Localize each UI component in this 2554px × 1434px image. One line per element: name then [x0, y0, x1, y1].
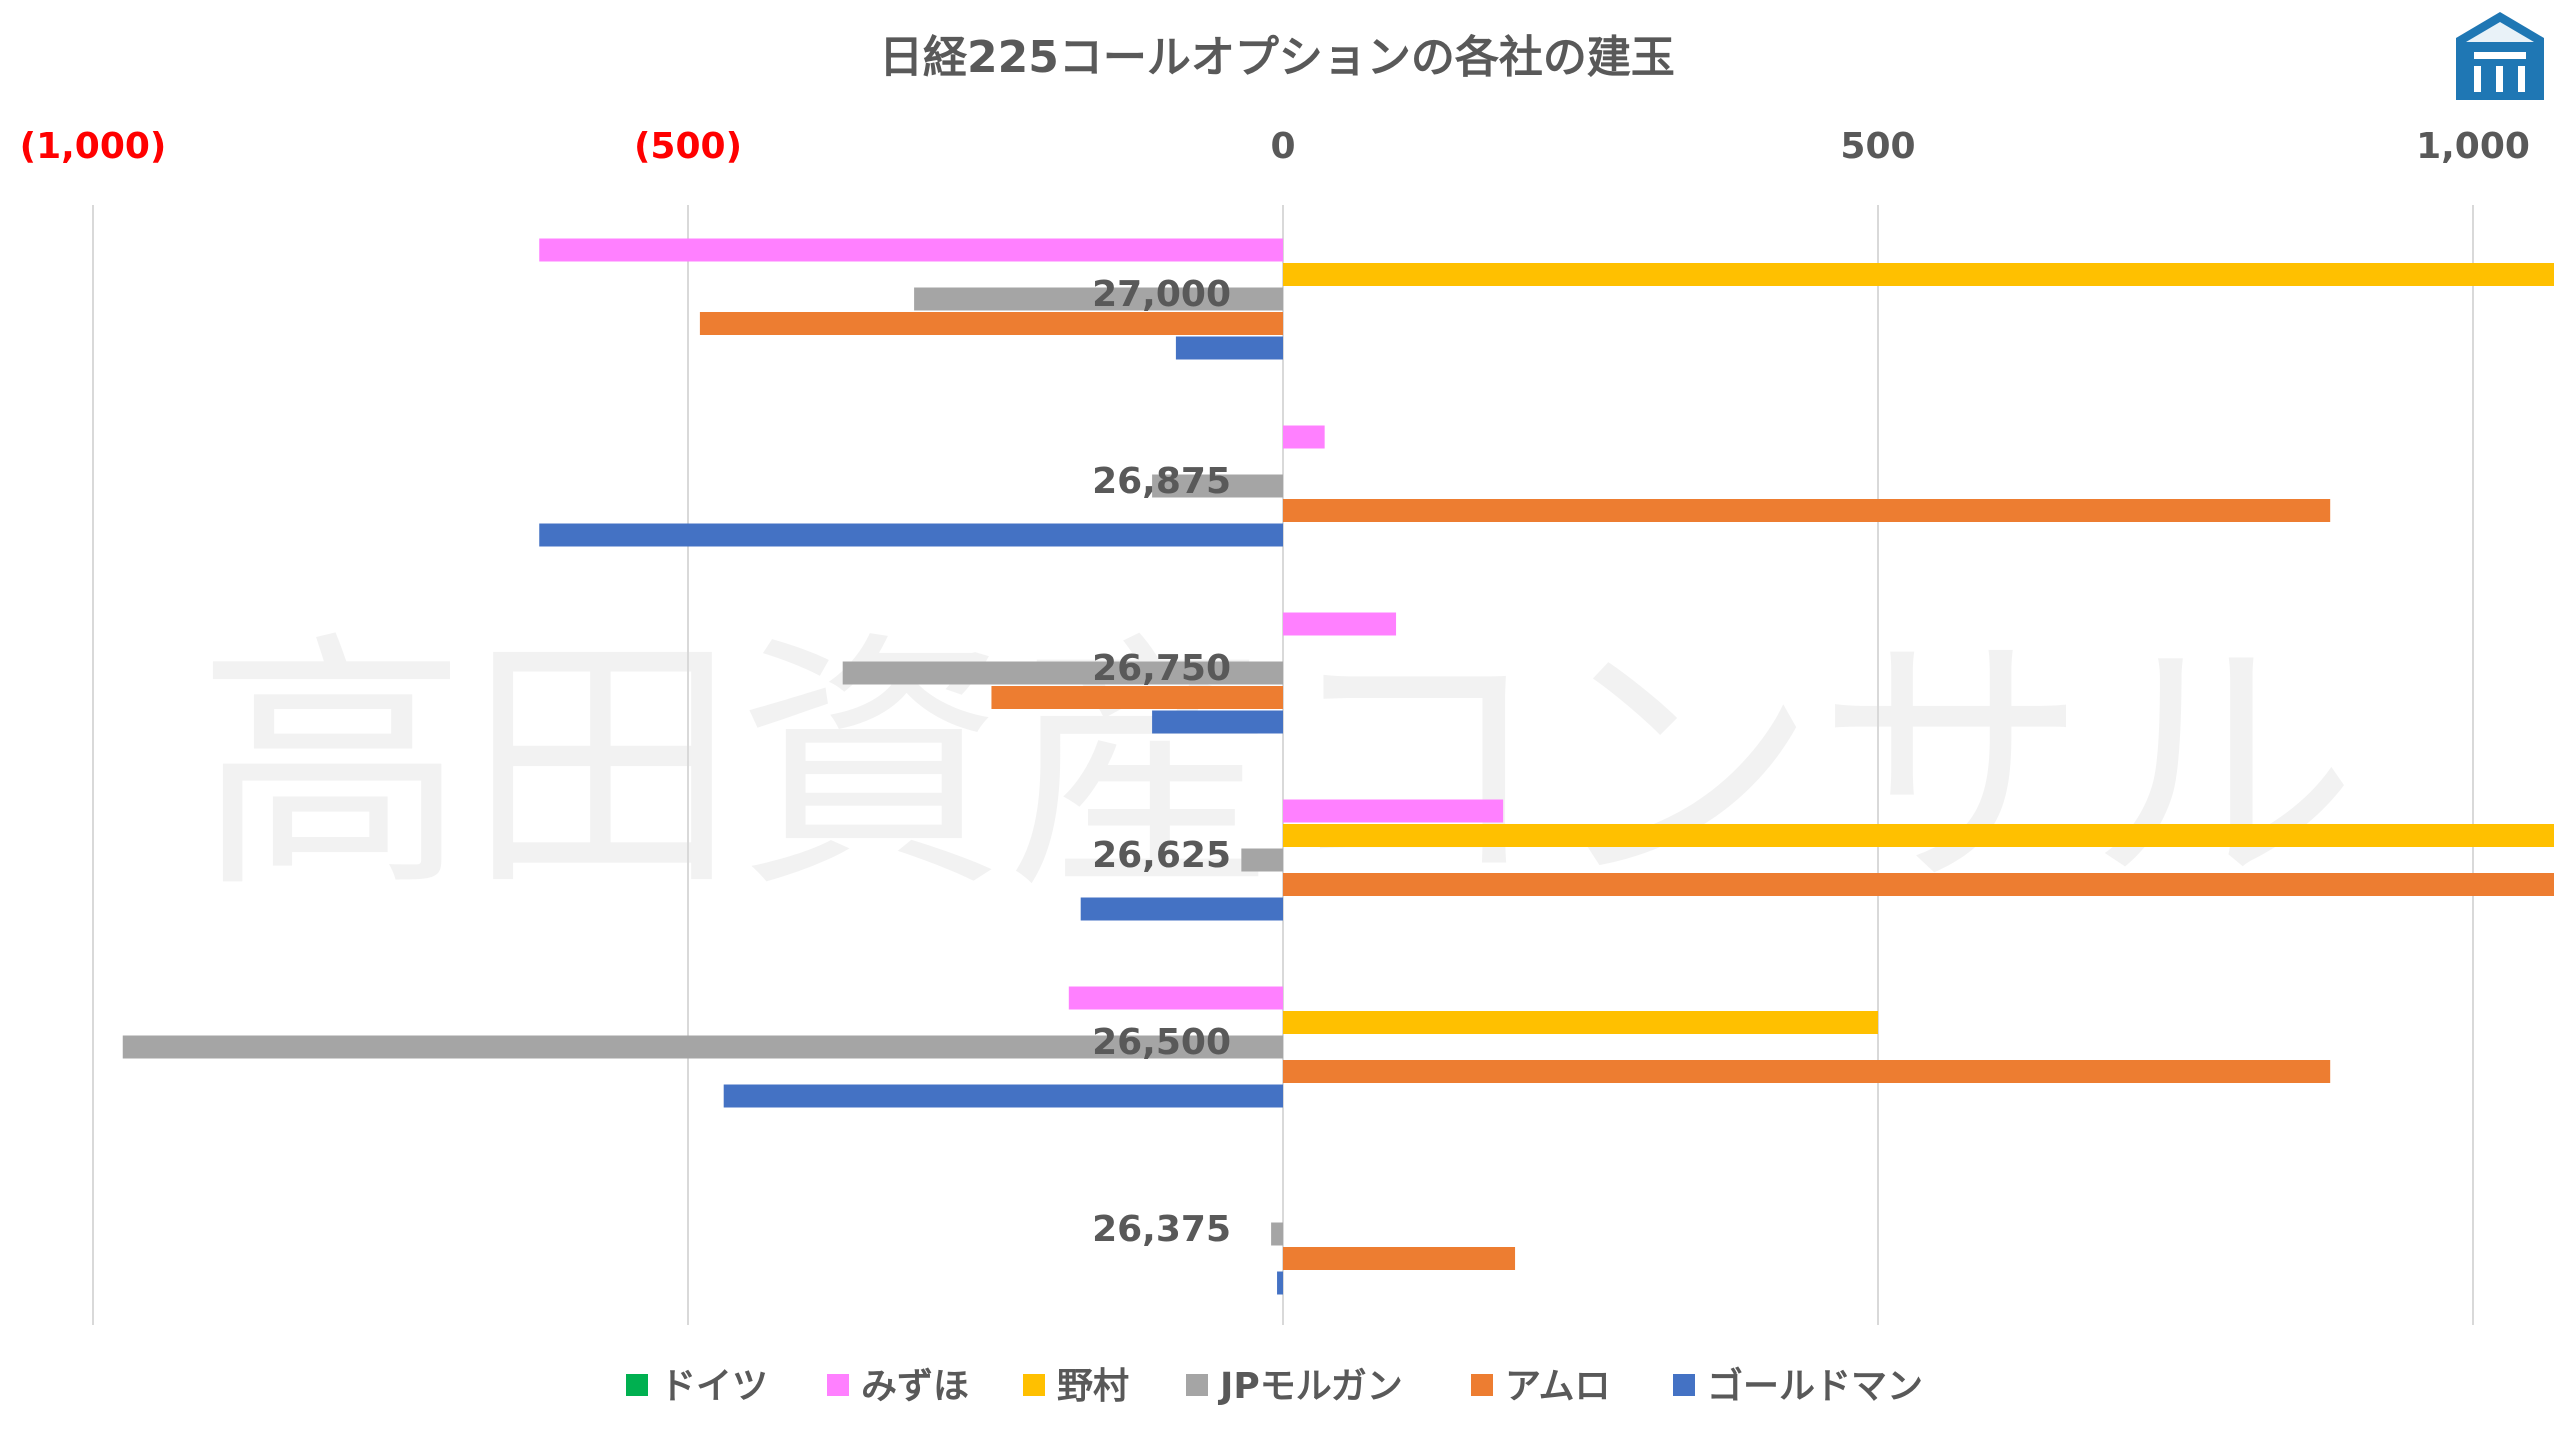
legend-swatch: [1186, 1374, 1208, 1396]
legend-label: 野村: [1057, 1366, 1129, 1407]
chart-title: 日経225コールオプションの各社の建玉: [879, 32, 1675, 83]
category-label: 26,875: [1092, 461, 1231, 502]
legend-label: ゴールドマン: [1707, 1365, 1923, 1407]
bar: [699, 312, 1283, 335]
x-tick-label: 500: [1840, 126, 1915, 167]
x-tick-label: 0: [1270, 126, 1295, 167]
tick-layer: (2,000)(1,500)(1,000)(500)05001,0001,500…: [20, 126, 2530, 167]
category-label: 26,750: [1092, 648, 1231, 689]
bar: [539, 238, 1283, 262]
bar: [914, 287, 1283, 311]
bar: [1283, 612, 1397, 636]
category-label: 26,500: [1092, 1022, 1231, 1063]
bar: [1175, 336, 1283, 360]
legend-label: JPモルガン: [1217, 1366, 1403, 1407]
bar: [1283, 1060, 2331, 1083]
bar: [1241, 848, 1283, 872]
category-label: 27,000: [1092, 274, 1231, 315]
legend-swatch: [827, 1374, 849, 1396]
bar: [1080, 897, 1283, 921]
legend-label: みずほ: [861, 1366, 969, 1407]
grid-layer: [92, 205, 2474, 1325]
bar: [842, 661, 1283, 685]
bar: [1068, 986, 1283, 1010]
bar: [1152, 710, 1283, 734]
bar: [1283, 499, 2331, 522]
legend-swatch: [626, 1374, 648, 1396]
bar: [1152, 474, 1283, 498]
bar: [1283, 1247, 1516, 1270]
bar-layer: [122, 238, 2554, 1295]
x-tick-label: (500): [634, 126, 742, 167]
company-logo-icon: [2456, 12, 2544, 100]
bar: [1283, 425, 1325, 449]
category-label: 26,625: [1092, 835, 1231, 876]
x-tick-label: 1,000: [2416, 126, 2530, 167]
bar: [539, 523, 1283, 547]
category-label-layer: 27,000 26,875 26,750 26,625 26,500 26,375: [1092, 274, 1231, 1250]
bar: [991, 686, 1283, 709]
legend-swatch: [1023, 1374, 1045, 1396]
legend-swatch: [1673, 1374, 1695, 1396]
legend: ドイツ みずほ 野村 JPモルガン アムロ ゴールドマン: [626, 1365, 1923, 1407]
bar: [1283, 873, 2554, 896]
bar: [122, 1035, 1283, 1059]
legend-swatch: [1471, 1374, 1493, 1396]
legend-label: アムロ: [1505, 1366, 1610, 1407]
bar: [1283, 1011, 1878, 1034]
bar: [723, 1084, 1283, 1108]
bar: [1283, 799, 1504, 823]
bar: [1283, 263, 2554, 286]
bar: [1283, 824, 2554, 847]
category-label: 26,375: [1092, 1209, 1231, 1250]
legend-label: ドイツ: [660, 1366, 768, 1407]
bar: [1277, 1271, 1283, 1295]
bar: [1271, 1222, 1283, 1246]
x-tick-label: (1,000): [20, 126, 167, 167]
